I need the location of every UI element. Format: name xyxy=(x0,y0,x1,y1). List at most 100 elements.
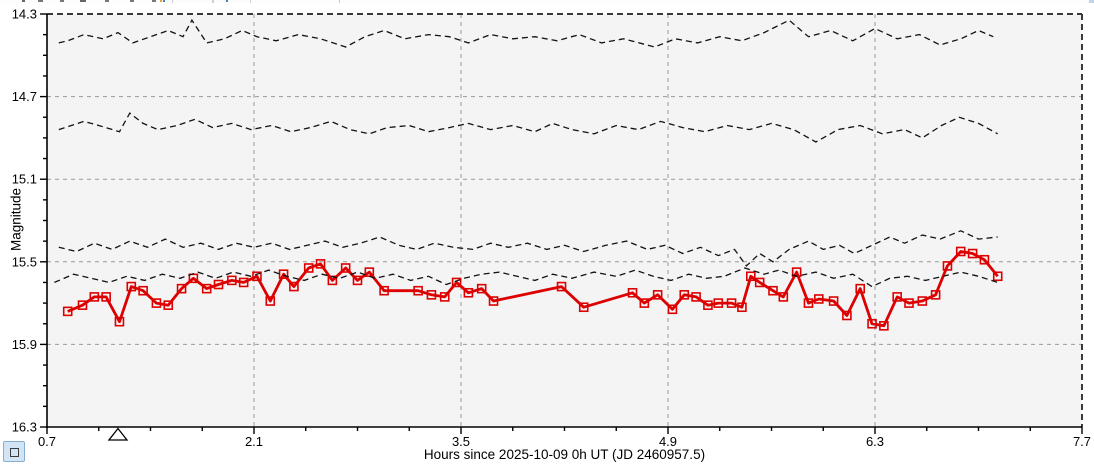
data-point-marker[interactable] xyxy=(814,294,824,304)
y-tick-label: 16.3 xyxy=(12,420,37,435)
data-point-marker[interactable] xyxy=(476,283,487,294)
comparison-star-1-line xyxy=(58,18,994,48)
data-point-marker[interactable] xyxy=(252,271,262,282)
toolbar-separator xyxy=(339,0,340,3)
clipped-text-fragment xyxy=(152,0,156,2)
data-point-marker[interactable] xyxy=(114,316,125,327)
data-point-marker[interactable] xyxy=(842,310,852,321)
clipped-toolbar-icon xyxy=(160,0,162,2)
data-point-marker[interactable] xyxy=(62,306,73,317)
data-point-marker[interactable] xyxy=(652,290,663,300)
data-point-marker[interactable] xyxy=(413,285,423,296)
clipped-text-fragment xyxy=(22,0,25,2)
data-point-marker[interactable] xyxy=(488,296,499,306)
cursor-triangle-marker[interactable] xyxy=(107,427,129,441)
data-point-marker[interactable] xyxy=(691,292,701,302)
scrollbar-cutoff-sliver xyxy=(1089,0,1094,3)
data-point-marker[interactable] xyxy=(828,296,839,306)
x-tick-label: 6.3 xyxy=(866,434,884,449)
data-point-marker[interactable] xyxy=(315,259,326,269)
data-point-marker[interactable] xyxy=(679,290,690,300)
data-point-marker[interactable] xyxy=(289,281,299,292)
y-axis-title: Magnitude xyxy=(8,187,24,252)
data-point-marker[interactable] xyxy=(163,300,174,310)
comparison-star-3-line xyxy=(58,230,998,267)
data-point-marker[interactable] xyxy=(879,321,889,331)
data-point-marker[interactable] xyxy=(439,292,450,302)
data-point-marker[interactable] xyxy=(904,298,914,308)
data-point-marker[interactable] xyxy=(778,292,789,302)
data-point-marker[interactable] xyxy=(726,298,737,308)
clipped-text-fragment xyxy=(38,0,43,2)
data-point-marker[interactable] xyxy=(213,279,224,290)
clipped-text-fragment xyxy=(60,0,64,2)
x-tick-label: 2.1 xyxy=(245,434,263,449)
data-point-marker[interactable] xyxy=(278,269,289,279)
data-point-marker[interactable] xyxy=(101,292,111,302)
data-point-marker[interactable] xyxy=(803,298,814,308)
data-point-marker[interactable] xyxy=(892,292,902,302)
clipped-toolbar-button[interactable] xyxy=(213,0,251,3)
clipped-toolbar-icon xyxy=(226,0,228,2)
data-point-marker[interactable] xyxy=(265,296,276,306)
clipped-toolbar-button[interactable] xyxy=(172,0,213,3)
data-point-marker[interactable] xyxy=(238,277,249,288)
data-point-marker[interactable] xyxy=(426,290,437,300)
data-point-marker[interactable] xyxy=(352,275,363,286)
data-point-marker[interactable] xyxy=(451,277,462,288)
y-tick-label: 15.5 xyxy=(12,254,37,269)
data-point-marker[interactable] xyxy=(917,296,928,306)
data-point-marker[interactable] xyxy=(77,300,88,310)
data-point-marker[interactable] xyxy=(227,275,237,286)
data-point-marker[interactable] xyxy=(176,283,187,294)
data-point-marker[interactable] xyxy=(639,298,650,308)
data-point-marker[interactable] xyxy=(942,261,953,271)
comparison-star-2-line xyxy=(58,112,999,143)
data-point-marker[interactable] xyxy=(754,277,765,288)
data-point-marker[interactable] xyxy=(745,271,756,282)
data-point-marker[interactable] xyxy=(955,246,966,257)
data-point-marker[interactable] xyxy=(138,285,148,296)
clipped-text-fragment xyxy=(130,0,134,2)
data-point-marker[interactable] xyxy=(379,285,389,296)
target-star-line xyxy=(67,250,999,328)
data-point-marker[interactable] xyxy=(992,271,1003,282)
data-point-marker[interactable] xyxy=(867,318,877,329)
data-point-marker[interactable] xyxy=(201,283,212,294)
x-axis-title: Hours since 2025-10-09 0h UT (JD 2460957… xyxy=(423,447,706,462)
x-tick-label: 4.9 xyxy=(659,434,677,449)
clipped-text-fragment xyxy=(105,0,109,2)
data-point-marker[interactable] xyxy=(703,300,713,310)
data-point-marker[interactable] xyxy=(713,298,724,308)
plot-area[interactable] xyxy=(47,14,1082,427)
x-tick-label: 7.7 xyxy=(1073,434,1091,449)
data-point-marker[interactable] xyxy=(855,283,866,294)
data-point-marker[interactable] xyxy=(89,292,100,302)
data-point-marker[interactable] xyxy=(930,290,941,300)
data-point-marker[interactable] xyxy=(667,304,678,315)
comparison-star-4-line xyxy=(54,267,998,288)
data-point-marker[interactable] xyxy=(967,248,978,259)
data-point-marker[interactable] xyxy=(151,298,162,308)
restore-window-button[interactable] xyxy=(3,441,25,462)
data-point-marker[interactable] xyxy=(768,285,778,296)
restore-window-icon xyxy=(9,448,19,457)
clipped-text-fragment xyxy=(80,0,86,2)
y-tick-label: 15.1 xyxy=(12,172,37,187)
clipped-toolbar-icon xyxy=(163,0,165,2)
y-tick-label: 14.7 xyxy=(12,89,37,104)
toolbar-cutoff-sliver xyxy=(0,0,1094,3)
x-tick-label: 0.7 xyxy=(38,434,56,449)
data-point-marker[interactable] xyxy=(340,263,351,273)
data-point-marker[interactable] xyxy=(737,302,747,313)
x-tick-label: 3.5 xyxy=(452,434,470,449)
data-point-marker[interactable] xyxy=(979,254,990,265)
data-point-marker[interactable] xyxy=(556,281,567,292)
data-point-marker[interactable] xyxy=(463,287,474,298)
data-point-marker[interactable] xyxy=(126,281,137,292)
data-point-marker[interactable] xyxy=(627,287,638,298)
data-point-marker[interactable] xyxy=(578,302,589,313)
data-point-marker[interactable] xyxy=(303,263,314,273)
